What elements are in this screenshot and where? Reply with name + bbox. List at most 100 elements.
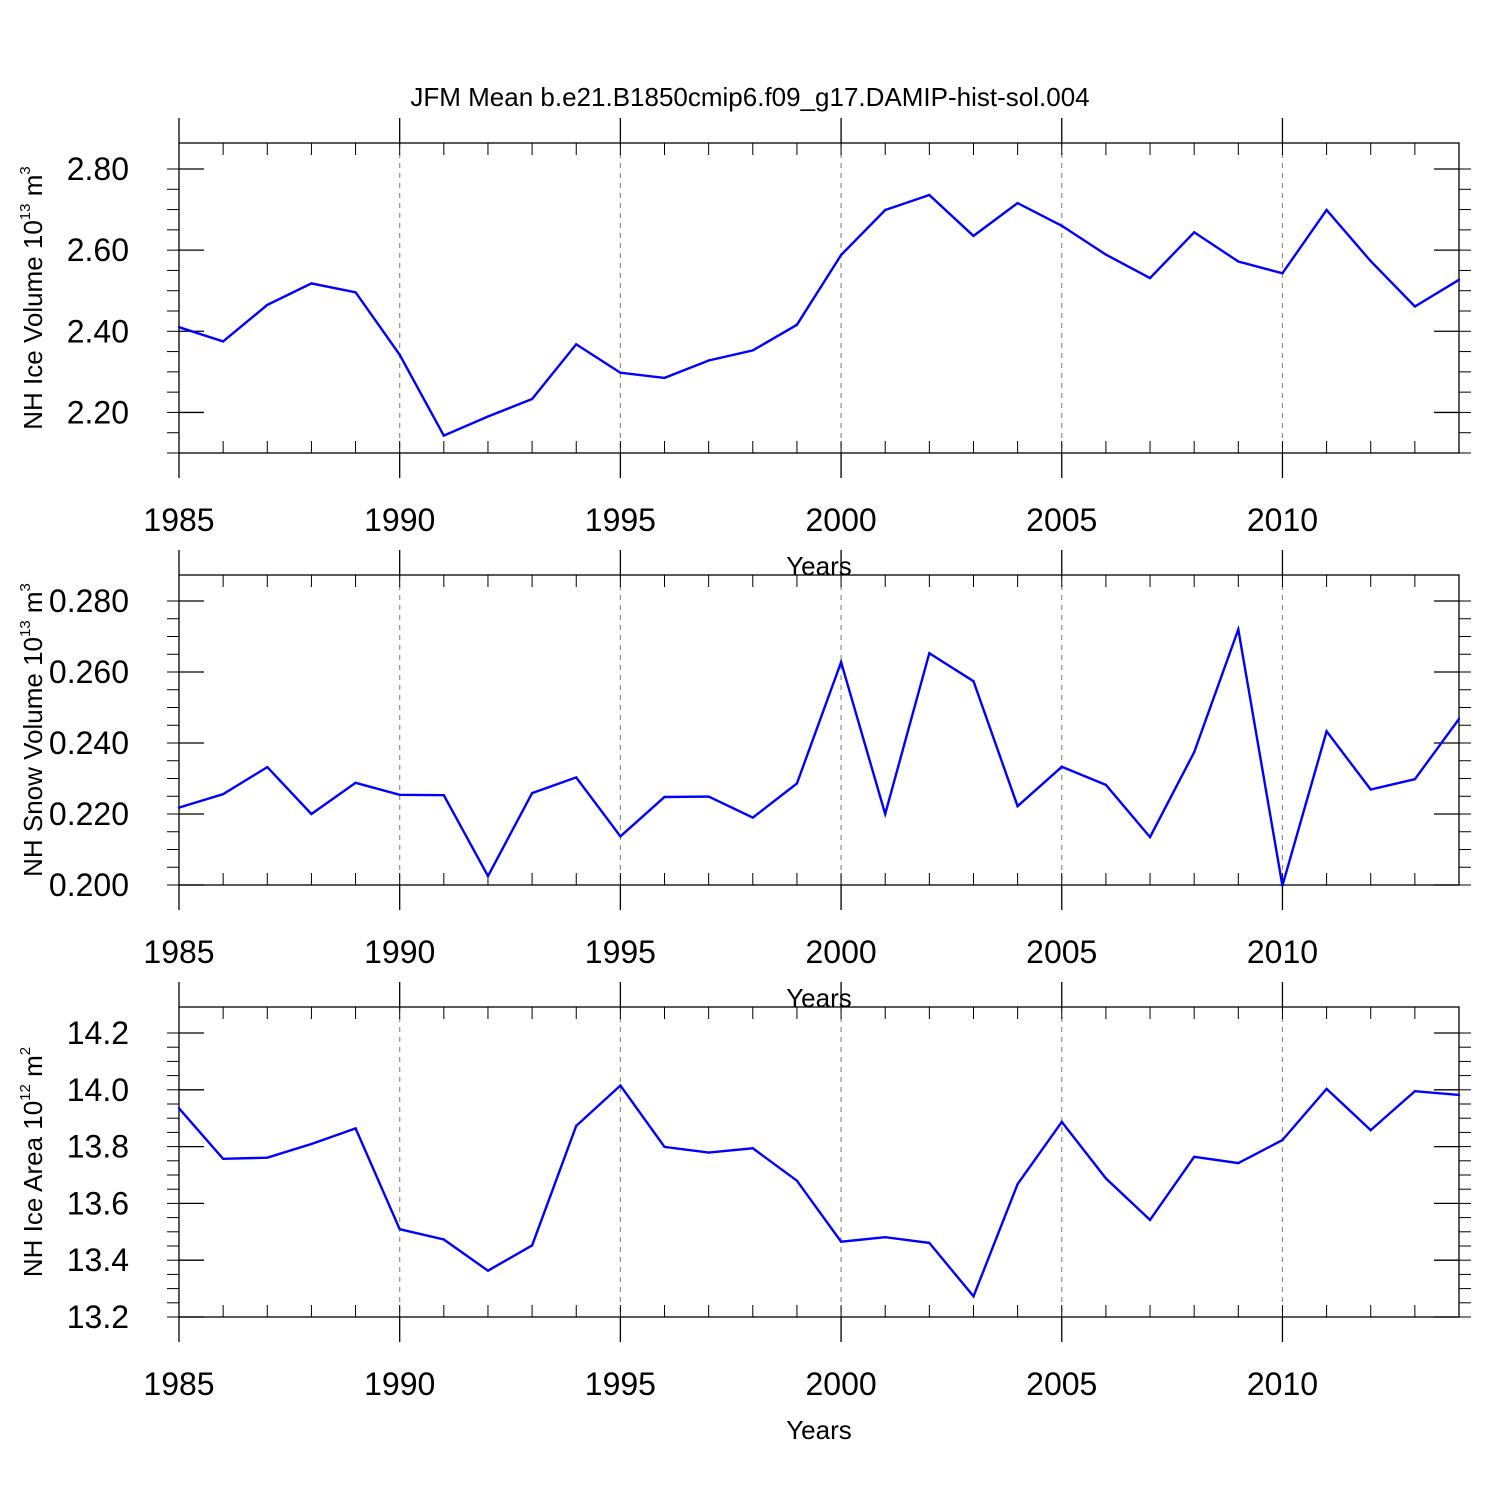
data-point <box>266 765 269 769</box>
x-tick-label: 1990 <box>364 934 435 970</box>
panel-snow-volume: 0.200 0.220 0.240 0.260 0.280 1985 1990 1995 200… <box>17 550 1471 1013</box>
data-point <box>839 253 843 257</box>
y-tick-label: 13.2 <box>67 1299 129 1335</box>
data-point <box>442 434 446 437</box>
data-point <box>1148 276 1152 280</box>
data-point <box>1060 224 1063 227</box>
data-point <box>1016 1182 1019 1186</box>
data-point <box>486 1269 490 1272</box>
data-point <box>1325 208 1328 212</box>
x-tick-label: 1995 <box>585 934 656 970</box>
data-point <box>972 234 975 238</box>
data-point <box>1281 884 1284 887</box>
y-axis-label-unit: m <box>18 591 48 620</box>
data-point <box>1369 788 1372 791</box>
y-axis-label-main: NH Snow Volume 10 <box>18 637 48 877</box>
data-point <box>972 680 975 683</box>
data-point <box>1237 628 1240 631</box>
y-axis-label-exponent: 12 <box>17 1084 34 1101</box>
data-point <box>795 782 799 785</box>
x-tick-label: 1985 <box>143 502 214 538</box>
series-line-snow-volume <box>178 624 1460 887</box>
data-point <box>354 291 357 294</box>
x-tick-label: 2005 <box>1026 934 1097 970</box>
data-point <box>663 795 666 799</box>
data-point <box>221 1157 225 1161</box>
y-tick-label: 2.40 <box>67 313 129 349</box>
y-axis-label-unit: m <box>18 175 48 204</box>
data-point <box>1237 260 1240 263</box>
y-tick-label: 2.60 <box>67 232 129 268</box>
data-point <box>1104 783 1108 787</box>
y-axis-label-unit-exponent: 2 <box>17 1047 34 1055</box>
data-point <box>1237 1161 1240 1165</box>
data-point <box>1148 1218 1152 1222</box>
data-point <box>928 193 931 197</box>
data-point <box>751 349 754 352</box>
y-tick-label: 13.4 <box>67 1242 129 1278</box>
data-point <box>442 1238 446 1241</box>
data-point <box>1016 201 1019 205</box>
data-point <box>398 1228 401 1231</box>
y-tick-label: 2.80 <box>67 151 129 187</box>
data-point <box>619 371 622 374</box>
data-point <box>575 1124 578 1128</box>
data-point <box>1413 1090 1417 1093</box>
chart-title: JFM Mean b.e21.B1850cmip6.f09_g17.DAMIP-… <box>410 82 1089 112</box>
data-point <box>1281 1138 1284 1142</box>
data-point <box>751 816 754 819</box>
x-tick-label: 1985 <box>143 934 214 970</box>
x-tick-label: 2010 <box>1247 934 1318 970</box>
data-point <box>354 1127 357 1130</box>
data-point <box>884 1235 887 1239</box>
data-point <box>928 1241 931 1245</box>
plot-frame <box>178 142 1460 454</box>
data-point <box>1148 835 1152 839</box>
data-point <box>221 792 225 796</box>
x-tick-label: 2005 <box>1026 502 1097 538</box>
x-axis-label: Years <box>786 551 852 581</box>
data-point <box>1325 730 1328 733</box>
y-axis-label: NH Ice Area 1012 m2 <box>17 1047 48 1277</box>
data-point <box>884 812 887 816</box>
x-tick-label: 1990 <box>364 1366 435 1402</box>
plot-frame <box>178 1006 1460 1318</box>
x-tick-label: 2000 <box>805 502 876 538</box>
data-point <box>619 1084 622 1087</box>
data-point <box>619 835 622 838</box>
data-point <box>663 1145 666 1149</box>
data-point <box>398 793 401 797</box>
data-point <box>663 376 666 380</box>
data-point <box>1104 1177 1108 1180</box>
series-line-ice-area <box>178 1083 1460 1299</box>
x-tick-label: 2000 <box>805 1366 876 1402</box>
y-axis-label-exponent: 13 <box>17 203 34 220</box>
data-point <box>398 353 401 357</box>
x-tick-label: 1995 <box>585 1366 656 1402</box>
data-point <box>221 340 225 343</box>
data-point <box>530 397 534 401</box>
series-line-ice-volume <box>178 193 1460 438</box>
x-tick-label: 1995 <box>585 502 656 538</box>
data-point <box>1457 278 1461 281</box>
y-axis-label-main: NH Ice Volume 10 <box>18 220 48 430</box>
data-point <box>972 1295 975 1298</box>
data-point <box>1192 1155 1196 1159</box>
x-tick-label: 2010 <box>1247 1366 1318 1402</box>
y-tick-label: 0.240 <box>49 725 129 761</box>
x-tick-label: 2000 <box>805 934 876 970</box>
x-tick-label: 2010 <box>1247 502 1318 538</box>
y-tick-label: 0.280 <box>49 583 129 619</box>
data-point <box>177 326 181 329</box>
y-axis-label-main: NH Ice Area 10 <box>18 1101 48 1277</box>
data-point <box>354 781 357 784</box>
data-point <box>1060 765 1063 768</box>
data-point <box>530 791 534 795</box>
panels: 2.20 2.40 2.60 2.80 1985 1990 1995 2000 2005 2010… <box>17 118 1471 1445</box>
data-point <box>1325 1087 1328 1091</box>
data-point <box>795 1179 799 1182</box>
data-point <box>884 208 887 212</box>
y-axis-label: NH Snow Volume 1013 m3 <box>17 583 48 877</box>
y-axis-label-unit: m <box>18 1055 48 1084</box>
